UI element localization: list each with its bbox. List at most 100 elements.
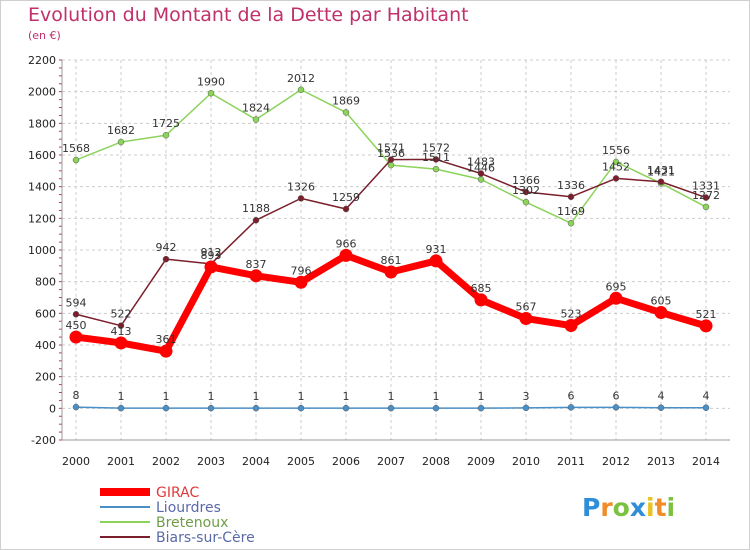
data-point — [342, 109, 350, 116]
data-point — [567, 193, 575, 201]
data-point — [387, 404, 395, 412]
data-point — [702, 194, 710, 201]
data-label: 521 — [696, 308, 717, 321]
data-point — [252, 116, 260, 123]
y-tick-label: 1600 — [28, 149, 56, 162]
data-point — [162, 131, 170, 139]
data-point — [702, 203, 710, 211]
y-tick-label: 400 — [35, 339, 56, 352]
data-label: 942 — [156, 241, 177, 254]
x-tick-label: 2004 — [242, 455, 270, 468]
data-label: 4 — [703, 390, 710, 403]
data-label: 1568 — [62, 142, 90, 155]
data-label: 1571 — [377, 142, 405, 155]
series-group — [69, 86, 713, 412]
data-point — [249, 269, 263, 283]
x-tick-label: 2006 — [332, 455, 360, 468]
data-label: 1188 — [242, 202, 270, 215]
data-point — [204, 260, 218, 274]
data-label: 1 — [118, 390, 125, 403]
data-point — [162, 255, 170, 263]
data-label: 2012 — [287, 72, 315, 85]
data-point — [657, 404, 665, 411]
data-point — [72, 311, 80, 318]
data-label: 1990 — [197, 75, 225, 88]
data-label: 796 — [291, 264, 312, 277]
data-point — [564, 319, 578, 333]
y-tick-label: 0 — [49, 402, 56, 415]
data-point — [162, 404, 170, 412]
x-tick-label: 2009 — [467, 455, 495, 468]
data-point — [702, 404, 710, 411]
data-label: 1536 — [377, 147, 405, 160]
data-label: 8 — [73, 389, 80, 402]
data-label: 695 — [606, 280, 627, 293]
data-label: 1272 — [692, 189, 720, 202]
data-point — [699, 319, 713, 333]
data-label: 450 — [66, 319, 87, 332]
data-label: 1682 — [107, 124, 135, 137]
data-point — [567, 404, 575, 411]
data-label: 6 — [568, 389, 575, 402]
data-label: 1431 — [647, 164, 675, 177]
logo-text: Proxiti — [582, 493, 675, 522]
y-tick-label: 1000 — [28, 244, 56, 257]
data-point — [477, 176, 485, 183]
y-tick-label: 600 — [35, 307, 56, 320]
y-tick-label: 1200 — [28, 212, 56, 225]
y-tick-label: 800 — [35, 276, 56, 289]
data-label: 4 — [658, 390, 665, 403]
data-label: 523 — [561, 308, 582, 321]
data-point — [567, 219, 575, 227]
data-point — [114, 336, 128, 350]
data-label: 1259 — [332, 191, 360, 204]
data-label: 1 — [433, 390, 440, 403]
data-point — [522, 198, 530, 206]
data-label: 594 — [66, 296, 87, 309]
data-label: 1 — [253, 390, 260, 403]
data-point — [654, 306, 668, 320]
data-label: 1 — [388, 390, 395, 403]
data-point — [384, 265, 398, 279]
data-label: 1302 — [512, 184, 540, 197]
legend-label: Liourdres — [156, 500, 221, 516]
data-label: 605 — [651, 295, 672, 308]
legend-label: GIRAC — [156, 485, 199, 501]
data-label: 1 — [343, 390, 350, 403]
data-point — [477, 170, 485, 177]
y-tick-label: 200 — [35, 371, 56, 384]
y-tick-label: -200 — [31, 434, 56, 447]
data-point — [207, 404, 215, 412]
data-label: 1725 — [152, 117, 180, 130]
chart-title: Evolution du Montant de la Dette par Hab… — [28, 4, 469, 26]
data-point — [432, 156, 440, 163]
x-tick-label: 2010 — [512, 455, 540, 468]
data-label: 1336 — [557, 179, 585, 192]
x-tick-label: 2005 — [287, 455, 315, 468]
data-point — [477, 404, 485, 412]
data-point — [252, 216, 260, 224]
data-point — [387, 156, 395, 163]
x-tick-label: 2012 — [602, 455, 630, 468]
y-tick-label: 2000 — [28, 86, 56, 99]
data-point — [387, 161, 395, 169]
data-point — [612, 175, 620, 182]
data-label: 912 — [201, 246, 222, 259]
data-label: 3 — [523, 390, 530, 403]
data-point — [432, 404, 440, 412]
x-tick-label: 2014 — [692, 455, 720, 468]
data-label: 1326 — [287, 180, 315, 193]
data-point — [519, 312, 533, 326]
data-point — [252, 404, 260, 412]
data-point — [342, 404, 350, 412]
data-point — [429, 254, 443, 268]
data-label: 837 — [246, 258, 267, 271]
data-label: 1421 — [647, 165, 675, 178]
data-point — [522, 188, 530, 196]
x-tick-label: 2007 — [377, 455, 405, 468]
x-tick-label: 2011 — [557, 455, 585, 468]
data-label: 413 — [111, 325, 132, 338]
data-label: 1 — [478, 390, 485, 403]
